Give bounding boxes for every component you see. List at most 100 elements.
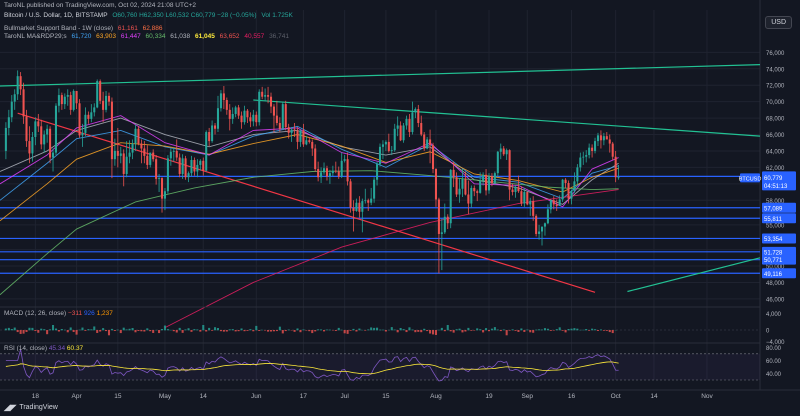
candle-body xyxy=(608,139,611,144)
macd-histogram-bar xyxy=(243,330,246,332)
indicator-mas[interactable]: TaroNL MA&RDP29;s 61,720 63,903 61,447 6… xyxy=(4,33,292,40)
macd-histogram-bar xyxy=(485,328,488,331)
macd-histogram-bar xyxy=(7,327,10,331)
macd-histogram-bar xyxy=(558,327,561,331)
candle-body xyxy=(520,191,523,204)
candle-body xyxy=(482,174,485,181)
rsi-label: RSI (14, close) xyxy=(4,345,47,352)
candle-body xyxy=(437,199,440,234)
symbol-info: Bitcoin / U.S. Dollar, 1D, BITSTAMP O60,… xyxy=(4,12,296,19)
price-tag-text: 60,779 xyxy=(764,176,783,182)
macd-histogram-bar xyxy=(323,330,326,332)
macd-tick-label: 4,000 xyxy=(766,312,782,318)
candle-body xyxy=(526,192,529,205)
macd-histogram-bar xyxy=(493,327,496,331)
candle-body xyxy=(594,141,597,151)
macd-histogram-bar xyxy=(119,330,122,334)
rsi-band xyxy=(0,353,760,380)
candle-body xyxy=(172,150,175,152)
macd-histogram-bar xyxy=(93,326,96,331)
macd-histogram-bar xyxy=(4,328,7,331)
candle-body xyxy=(476,191,479,193)
candle-body xyxy=(546,209,549,224)
x-tick-label: 15 xyxy=(382,393,390,400)
candle-body xyxy=(414,109,417,113)
candle-body xyxy=(340,160,343,177)
macd-histogram-bar xyxy=(390,327,393,331)
macd-histogram-bar xyxy=(190,330,193,332)
macd-histogram-bar xyxy=(434,330,437,335)
x-tick-label: 17 xyxy=(300,393,308,400)
macd-histogram-bar xyxy=(202,325,205,331)
candle-body xyxy=(535,215,538,234)
macd-histogram-bar xyxy=(458,328,461,331)
macd-histogram-bar xyxy=(381,329,384,331)
candle-body xyxy=(225,99,228,110)
macd-histogram-bar xyxy=(523,330,526,332)
ma-value: 61,447 xyxy=(120,33,141,40)
macd-histogram-bar xyxy=(10,329,13,331)
candle-body xyxy=(152,152,155,160)
candle-body xyxy=(175,150,178,158)
candle-body xyxy=(596,135,600,142)
macd-histogram-bar xyxy=(567,329,570,331)
candle-body xyxy=(355,202,358,211)
candle-body xyxy=(426,139,429,149)
y-tick-label: 58,000 xyxy=(766,199,785,205)
candle-body xyxy=(364,200,367,202)
candle-body xyxy=(370,198,373,203)
candle-body xyxy=(517,187,520,192)
candle-body xyxy=(193,159,196,172)
price-tag-text: 55,811 xyxy=(764,217,783,223)
y-tick-label: 70,000 xyxy=(766,100,785,106)
macd-histogram-bar xyxy=(296,328,299,331)
candle-body xyxy=(60,95,63,105)
brand-label: TradingView xyxy=(19,404,58,411)
y-tick-label: 62,000 xyxy=(766,166,785,172)
tradingview-brand[interactable]: ◢◤ TradingView xyxy=(4,403,58,412)
trendline xyxy=(627,257,761,293)
x-tick-label: 15 xyxy=(114,393,122,400)
macd-histogram-bar xyxy=(396,330,399,333)
indicator-bmsb[interactable]: Bullmarket Support Band - 1W (close) 61,… xyxy=(4,25,166,32)
candle-body xyxy=(358,202,361,212)
macd-histogram-bar xyxy=(599,329,602,331)
candle-body xyxy=(237,107,240,116)
ma-value: 40,557 xyxy=(244,33,265,40)
candle-body xyxy=(381,144,384,147)
currency-selector[interactable]: USD xyxy=(765,16,792,29)
macd-histogram-bar xyxy=(184,329,187,331)
macd-histogram-bar xyxy=(449,330,452,332)
candle-body xyxy=(461,178,464,189)
candle-body xyxy=(540,226,544,232)
trendline xyxy=(0,64,761,87)
macd-histogram-bar xyxy=(255,325,258,331)
candle-body xyxy=(458,188,461,195)
macd-histogram-bar xyxy=(122,327,125,331)
candle-body xyxy=(405,118,408,126)
candle-body xyxy=(113,150,116,160)
macd-histogram-bar xyxy=(84,330,87,331)
macd-histogram-bar xyxy=(467,327,470,331)
macd-histogram-bar xyxy=(269,330,273,332)
candle-body xyxy=(84,114,87,133)
price-tag xyxy=(762,268,796,279)
candle-body xyxy=(264,95,267,97)
macd-histogram-bar xyxy=(305,330,308,331)
candle-body xyxy=(190,159,193,174)
macd-histogram-bar xyxy=(78,329,81,331)
macd-histogram-bar xyxy=(19,330,22,334)
candle-body xyxy=(231,113,234,119)
candle-body xyxy=(561,179,564,200)
y-tick-label: 55,000 xyxy=(766,223,785,229)
macd-histogram-bar xyxy=(37,330,40,333)
candle-body xyxy=(99,81,102,101)
candle-body xyxy=(243,110,246,123)
rsi-legend[interactable]: RSI (14, close) 45.34 60.37 xyxy=(4,345,83,352)
macd-histogram-bar xyxy=(237,330,240,332)
candle-body xyxy=(202,160,205,171)
macd-histogram-bar xyxy=(561,330,564,331)
macd-histogram-bar xyxy=(399,328,402,331)
macd-legend[interactable]: MACD (12, 26, close) −311 926 1,237 xyxy=(4,310,113,317)
